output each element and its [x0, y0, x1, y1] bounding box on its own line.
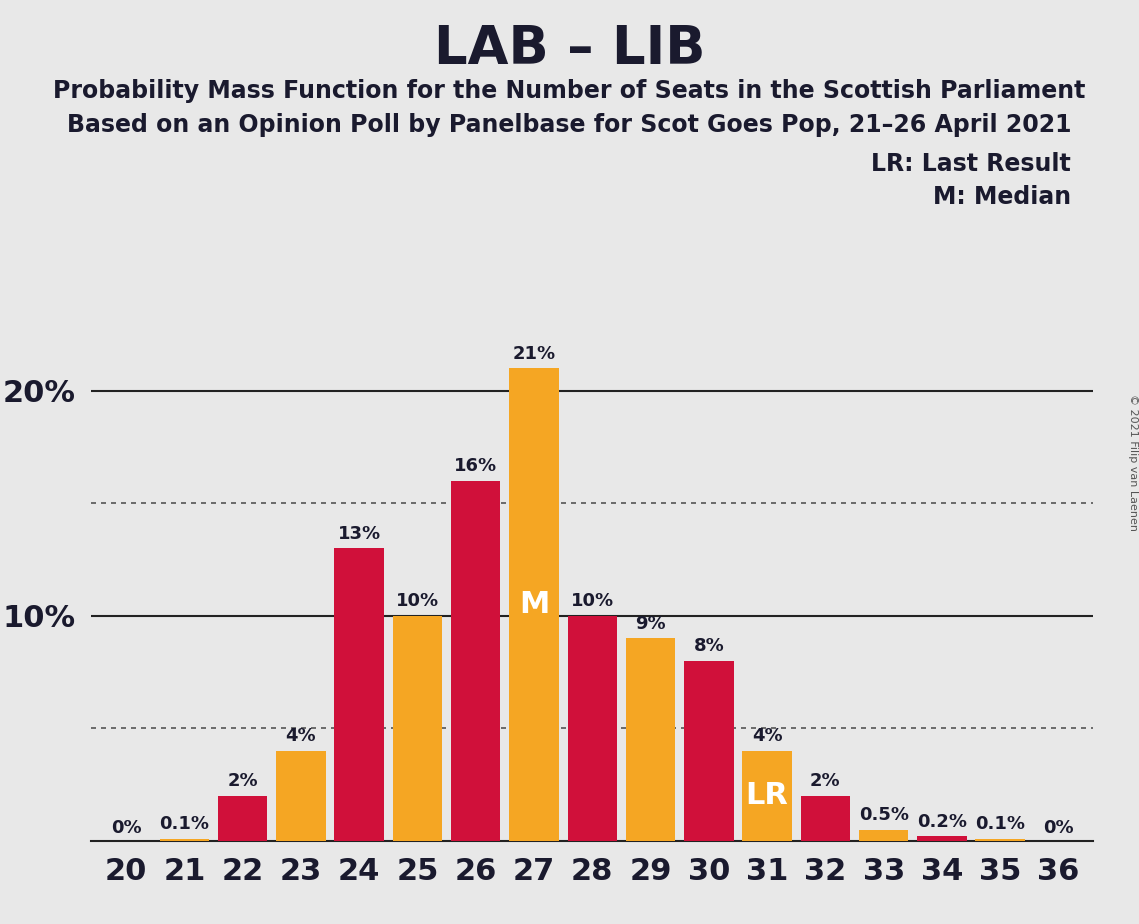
Text: 8%: 8%: [694, 638, 724, 655]
Bar: [975, 839, 1025, 841]
Text: M: M: [519, 590, 549, 619]
Bar: [567, 616, 617, 841]
Text: 0%: 0%: [1043, 819, 1074, 837]
Bar: [159, 839, 210, 841]
Bar: [509, 369, 559, 841]
Bar: [335, 548, 384, 841]
Bar: [801, 796, 850, 841]
Bar: [625, 638, 675, 841]
Bar: [743, 751, 792, 841]
Text: 4%: 4%: [286, 727, 317, 746]
Text: 10%: 10%: [571, 592, 614, 610]
Bar: [917, 836, 967, 841]
Bar: [393, 616, 442, 841]
Text: LR: LR: [746, 782, 788, 810]
Text: 21%: 21%: [513, 345, 556, 363]
Text: 2%: 2%: [228, 772, 257, 790]
Text: LR: Last Result: LR: Last Result: [871, 152, 1071, 176]
Text: 0.2%: 0.2%: [917, 813, 967, 831]
Text: 13%: 13%: [337, 525, 380, 542]
Text: 0.5%: 0.5%: [859, 806, 909, 824]
Text: © 2021 Filip van Laenen: © 2021 Filip van Laenen: [1129, 394, 1138, 530]
Text: 2%: 2%: [810, 772, 841, 790]
Text: 16%: 16%: [454, 457, 498, 475]
Text: M: Median: M: Median: [933, 185, 1071, 209]
Text: 4%: 4%: [752, 727, 782, 746]
Bar: [451, 480, 500, 841]
Bar: [276, 751, 326, 841]
Text: LAB – LIB: LAB – LIB: [434, 23, 705, 75]
Bar: [685, 661, 734, 841]
Text: 10%: 10%: [396, 592, 439, 610]
Text: 9%: 9%: [636, 614, 666, 633]
Bar: [218, 796, 268, 841]
Text: 0.1%: 0.1%: [975, 815, 1025, 833]
Text: 0.1%: 0.1%: [159, 815, 210, 833]
Text: 0%: 0%: [110, 819, 141, 837]
Text: Probability Mass Function for the Number of Seats in the Scottish Parliament: Probability Mass Function for the Number…: [54, 79, 1085, 103]
Bar: [859, 830, 909, 841]
Text: Based on an Opinion Poll by Panelbase for Scot Goes Pop, 21–26 April 2021: Based on an Opinion Poll by Panelbase fo…: [67, 113, 1072, 137]
